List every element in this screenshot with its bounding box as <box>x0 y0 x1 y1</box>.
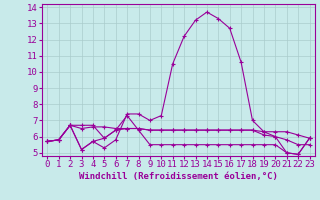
X-axis label: Windchill (Refroidissement éolien,°C): Windchill (Refroidissement éolien,°C) <box>79 172 278 181</box>
